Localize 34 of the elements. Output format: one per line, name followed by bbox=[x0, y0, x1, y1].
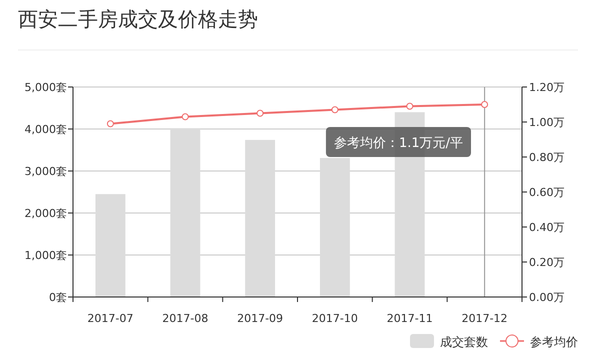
y2-tick-label: 0.60万 bbox=[529, 186, 564, 199]
bar bbox=[95, 194, 126, 297]
bar bbox=[320, 158, 350, 297]
y-tick-label: 2,000套 bbox=[24, 207, 67, 220]
y-tick-label: 3,000套 bbox=[24, 165, 67, 178]
x-tick-label: 2017-10 bbox=[312, 312, 358, 325]
x-tick-label: 2017-07 bbox=[87, 312, 134, 325]
y2-tick-label: 1.00万 bbox=[529, 116, 564, 129]
y2-tick-label: 0.80万 bbox=[529, 151, 564, 164]
bar bbox=[245, 140, 276, 297]
y2-tick-label: 0.00万 bbox=[529, 291, 564, 304]
point bbox=[256, 110, 264, 117]
point bbox=[481, 101, 488, 108]
point bbox=[182, 113, 189, 120]
legend-label: 参考均价 bbox=[530, 335, 578, 349]
tooltip: 参考均价：1.1万元/平 bbox=[326, 127, 471, 157]
y-tick-label: 4,000套 bbox=[24, 123, 67, 136]
y2-tick-label: 0.20万 bbox=[529, 256, 564, 269]
point bbox=[406, 102, 414, 110]
x-tick-label: 2017-12 bbox=[462, 312, 508, 325]
chart-title: 西安二手房成交及价格走势 bbox=[18, 7, 258, 31]
x-tick-label: 2017-11 bbox=[386, 312, 433, 325]
y-tick-label: 0套 bbox=[49, 291, 67, 304]
x-tick-label: 2017-09 bbox=[237, 312, 284, 325]
point bbox=[106, 120, 114, 128]
y2-tick-label: 0.40万 bbox=[529, 221, 564, 234]
y-tick-label: 1,000套 bbox=[24, 249, 67, 262]
y-tick-label: 5,000套 bbox=[24, 81, 67, 94]
point bbox=[331, 106, 338, 114]
x-tick-label: 2017-08 bbox=[162, 312, 208, 325]
bar bbox=[170, 128, 200, 297]
legend-label: 成交套数 bbox=[440, 335, 488, 349]
y2-tick-label: 1.20万 bbox=[529, 81, 564, 94]
annotation: 参考均价：1.1万元/平 bbox=[334, 136, 463, 151]
